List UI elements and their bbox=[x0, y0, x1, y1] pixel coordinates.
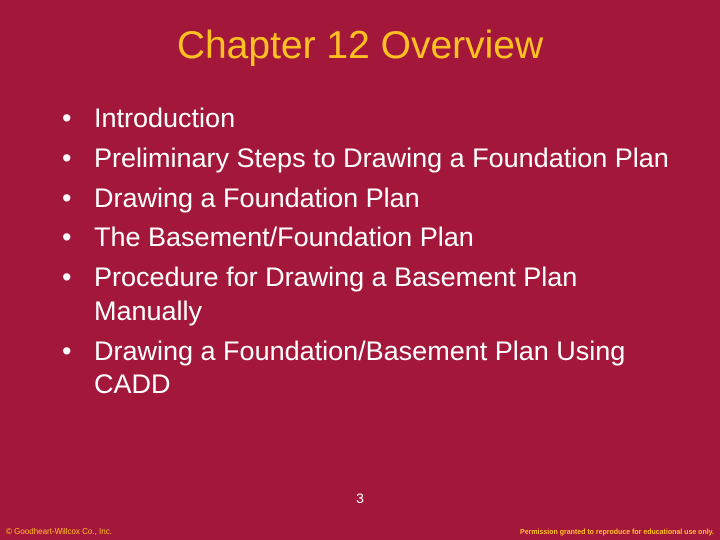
list-item: Preliminary Steps to Drawing a Foundatio… bbox=[62, 142, 680, 176]
list-item: Drawing a Foundation Plan bbox=[62, 182, 680, 216]
copyright-text: © Goodheart-Willcox Co., Inc. bbox=[6, 527, 112, 536]
page-number: 3 bbox=[356, 490, 364, 506]
list-item: The Basement/Foundation Plan bbox=[62, 221, 680, 255]
list-item: Introduction bbox=[62, 102, 680, 136]
list-item: Drawing a Foundation/Basement Plan Using… bbox=[62, 335, 680, 403]
slide-title: Chapter 12 Overview bbox=[0, 0, 720, 68]
bullet-list: Introduction Preliminary Steps to Drawin… bbox=[0, 68, 720, 402]
permission-text: Permission granted to reproduce for educ… bbox=[520, 529, 714, 536]
slide: Chapter 12 Overview Introduction Prelimi… bbox=[0, 0, 720, 540]
list-item: Procedure for Drawing a Basement Plan Ma… bbox=[62, 261, 680, 329]
